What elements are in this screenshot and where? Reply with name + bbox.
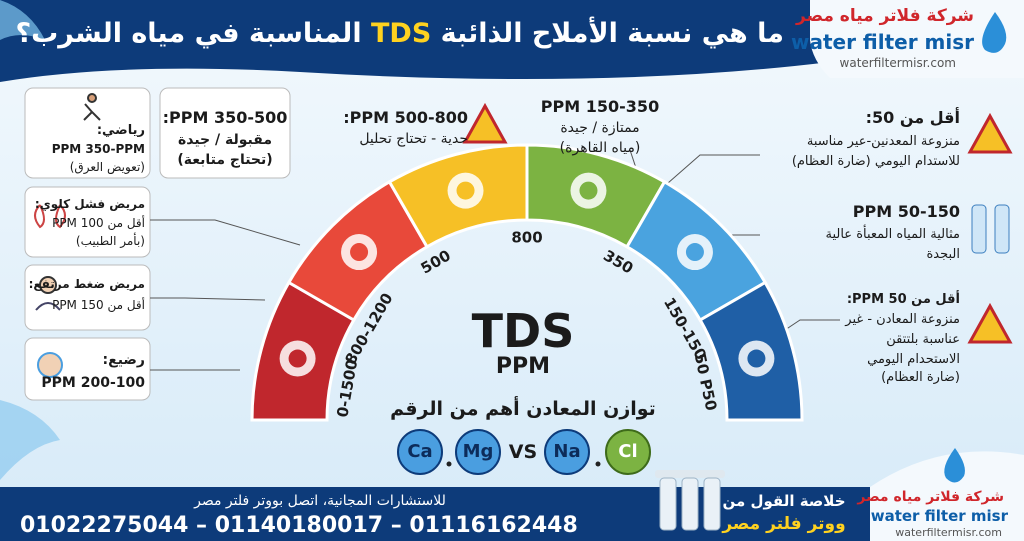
footer-summary: ووتر فلتر مصر [722, 514, 846, 534]
card-title: رياضي: [96, 123, 145, 138]
mineral: Ca [407, 441, 433, 462]
range-text: للاستدام اليومي (ضارة العظام) [791, 154, 960, 169]
footer-phones: 01022275044 – 01140180017 – 01116162448 [20, 513, 578, 538]
range-text: حدية - تحتاج تحليل [359, 131, 468, 147]
title-highlight: TDS [370, 18, 432, 49]
card-text: مقبولة / جيدة [177, 132, 273, 148]
footer-summary: خلاصة القول من [722, 492, 846, 510]
segment-icon [350, 243, 369, 262]
range-text: الاستحدام اليومي [867, 352, 960, 367]
footer-logo-drop [944, 448, 965, 483]
range-text: (مياه القاهرة) [559, 140, 641, 156]
versus: VS [508, 441, 538, 463]
card-title: رضيع: [102, 352, 145, 368]
minerals [397, 429, 651, 475]
gauge-unit: PPM [495, 354, 551, 379]
card-text: (بأمر الطبيب) [75, 234, 145, 248]
mineral: Na [553, 441, 581, 462]
range-text: البجدة [926, 247, 960, 262]
segment-icon [456, 181, 475, 200]
title-part: ما هي نسبة الأملاح الذائبة [440, 18, 784, 49]
mineral: Cl [618, 441, 638, 462]
card-text: PPM 350-PPM [51, 142, 145, 156]
range-title: أقل من 50: [865, 108, 960, 127]
footer-logo-name-en: water filter misr [870, 507, 1008, 525]
card-text: أقل من 150 PPM [52, 298, 145, 312]
card-title: مريض فشل كلوي: [34, 197, 145, 211]
range-text: عناسبة بلتتقن [886, 332, 960, 347]
splash [0, 400, 60, 480]
footer-band [0, 487, 1024, 541]
logo-website: waterfiltermisr.com [839, 56, 956, 70]
card-text: PPM 200-100 [41, 375, 145, 391]
logo-area [810, 0, 1024, 78]
card-icons [34, 93, 101, 378]
range-title: 50-150 PPM [852, 202, 960, 221]
range-title: أقل من PPM 50: [846, 292, 960, 307]
range-text: منزوعة المعدنين-عير مناسبة [806, 134, 960, 149]
card [24, 337, 151, 401]
card-text: (تحتاج متابعة) [177, 152, 273, 168]
splash [0, 0, 45, 40]
range-text: مثالية المياه المعبأة عالية [825, 227, 960, 242]
mineral: Mg [462, 441, 494, 462]
footer-logo-website: waterfiltermisr.com [895, 526, 1002, 539]
card [24, 87, 151, 179]
footer-logo-name-ar: شركة فلاتر مياه مصر [857, 489, 1004, 505]
card-text: (تعويض العرق) [69, 160, 145, 174]
filter-icon [655, 470, 725, 531]
title: ما هي نسبة الأملاح الذائبة TDS المناسبة … [16, 20, 785, 47]
range-text: (ضارة العظام) [881, 370, 960, 385]
footer-consult: للاستشارات المجانية، اتصل بووتر فلتر مصر [194, 493, 446, 509]
logo-drop [982, 12, 1007, 53]
header-band [0, 0, 830, 82]
gauge-label: 800 [511, 229, 542, 247]
gauge-title: TDS [471, 304, 575, 358]
range-text: ممتازة / جيدة [560, 120, 640, 136]
logo-name-ar: شركة فلاتر مياه مصر [796, 6, 974, 26]
footer-logo-area [870, 451, 1024, 541]
card-title: 350-500 PPM: [162, 108, 288, 127]
segment-icon [747, 349, 766, 368]
range-title: 500-800 PPM: [343, 108, 468, 127]
balance-title: توازن المعادن أهم من الرقم [390, 398, 656, 420]
card [24, 186, 151, 258]
card-title: مريض ضغط مرتفع: [28, 277, 145, 291]
card-text: أقل من 100 PPM [52, 216, 145, 230]
range-text: منزوعة المعادن - غير [845, 312, 960, 327]
warning-icons [462, 102, 1013, 344]
segment-icon [579, 181, 598, 200]
range-title: 150-350 PPM [540, 97, 660, 116]
logo-name-en: water filter misr [790, 30, 974, 54]
segment-icon [288, 349, 307, 368]
title-part: المناسبة في مياه الشرب؟ [15, 18, 362, 49]
card [159, 87, 291, 179]
segment-icon [685, 243, 704, 262]
